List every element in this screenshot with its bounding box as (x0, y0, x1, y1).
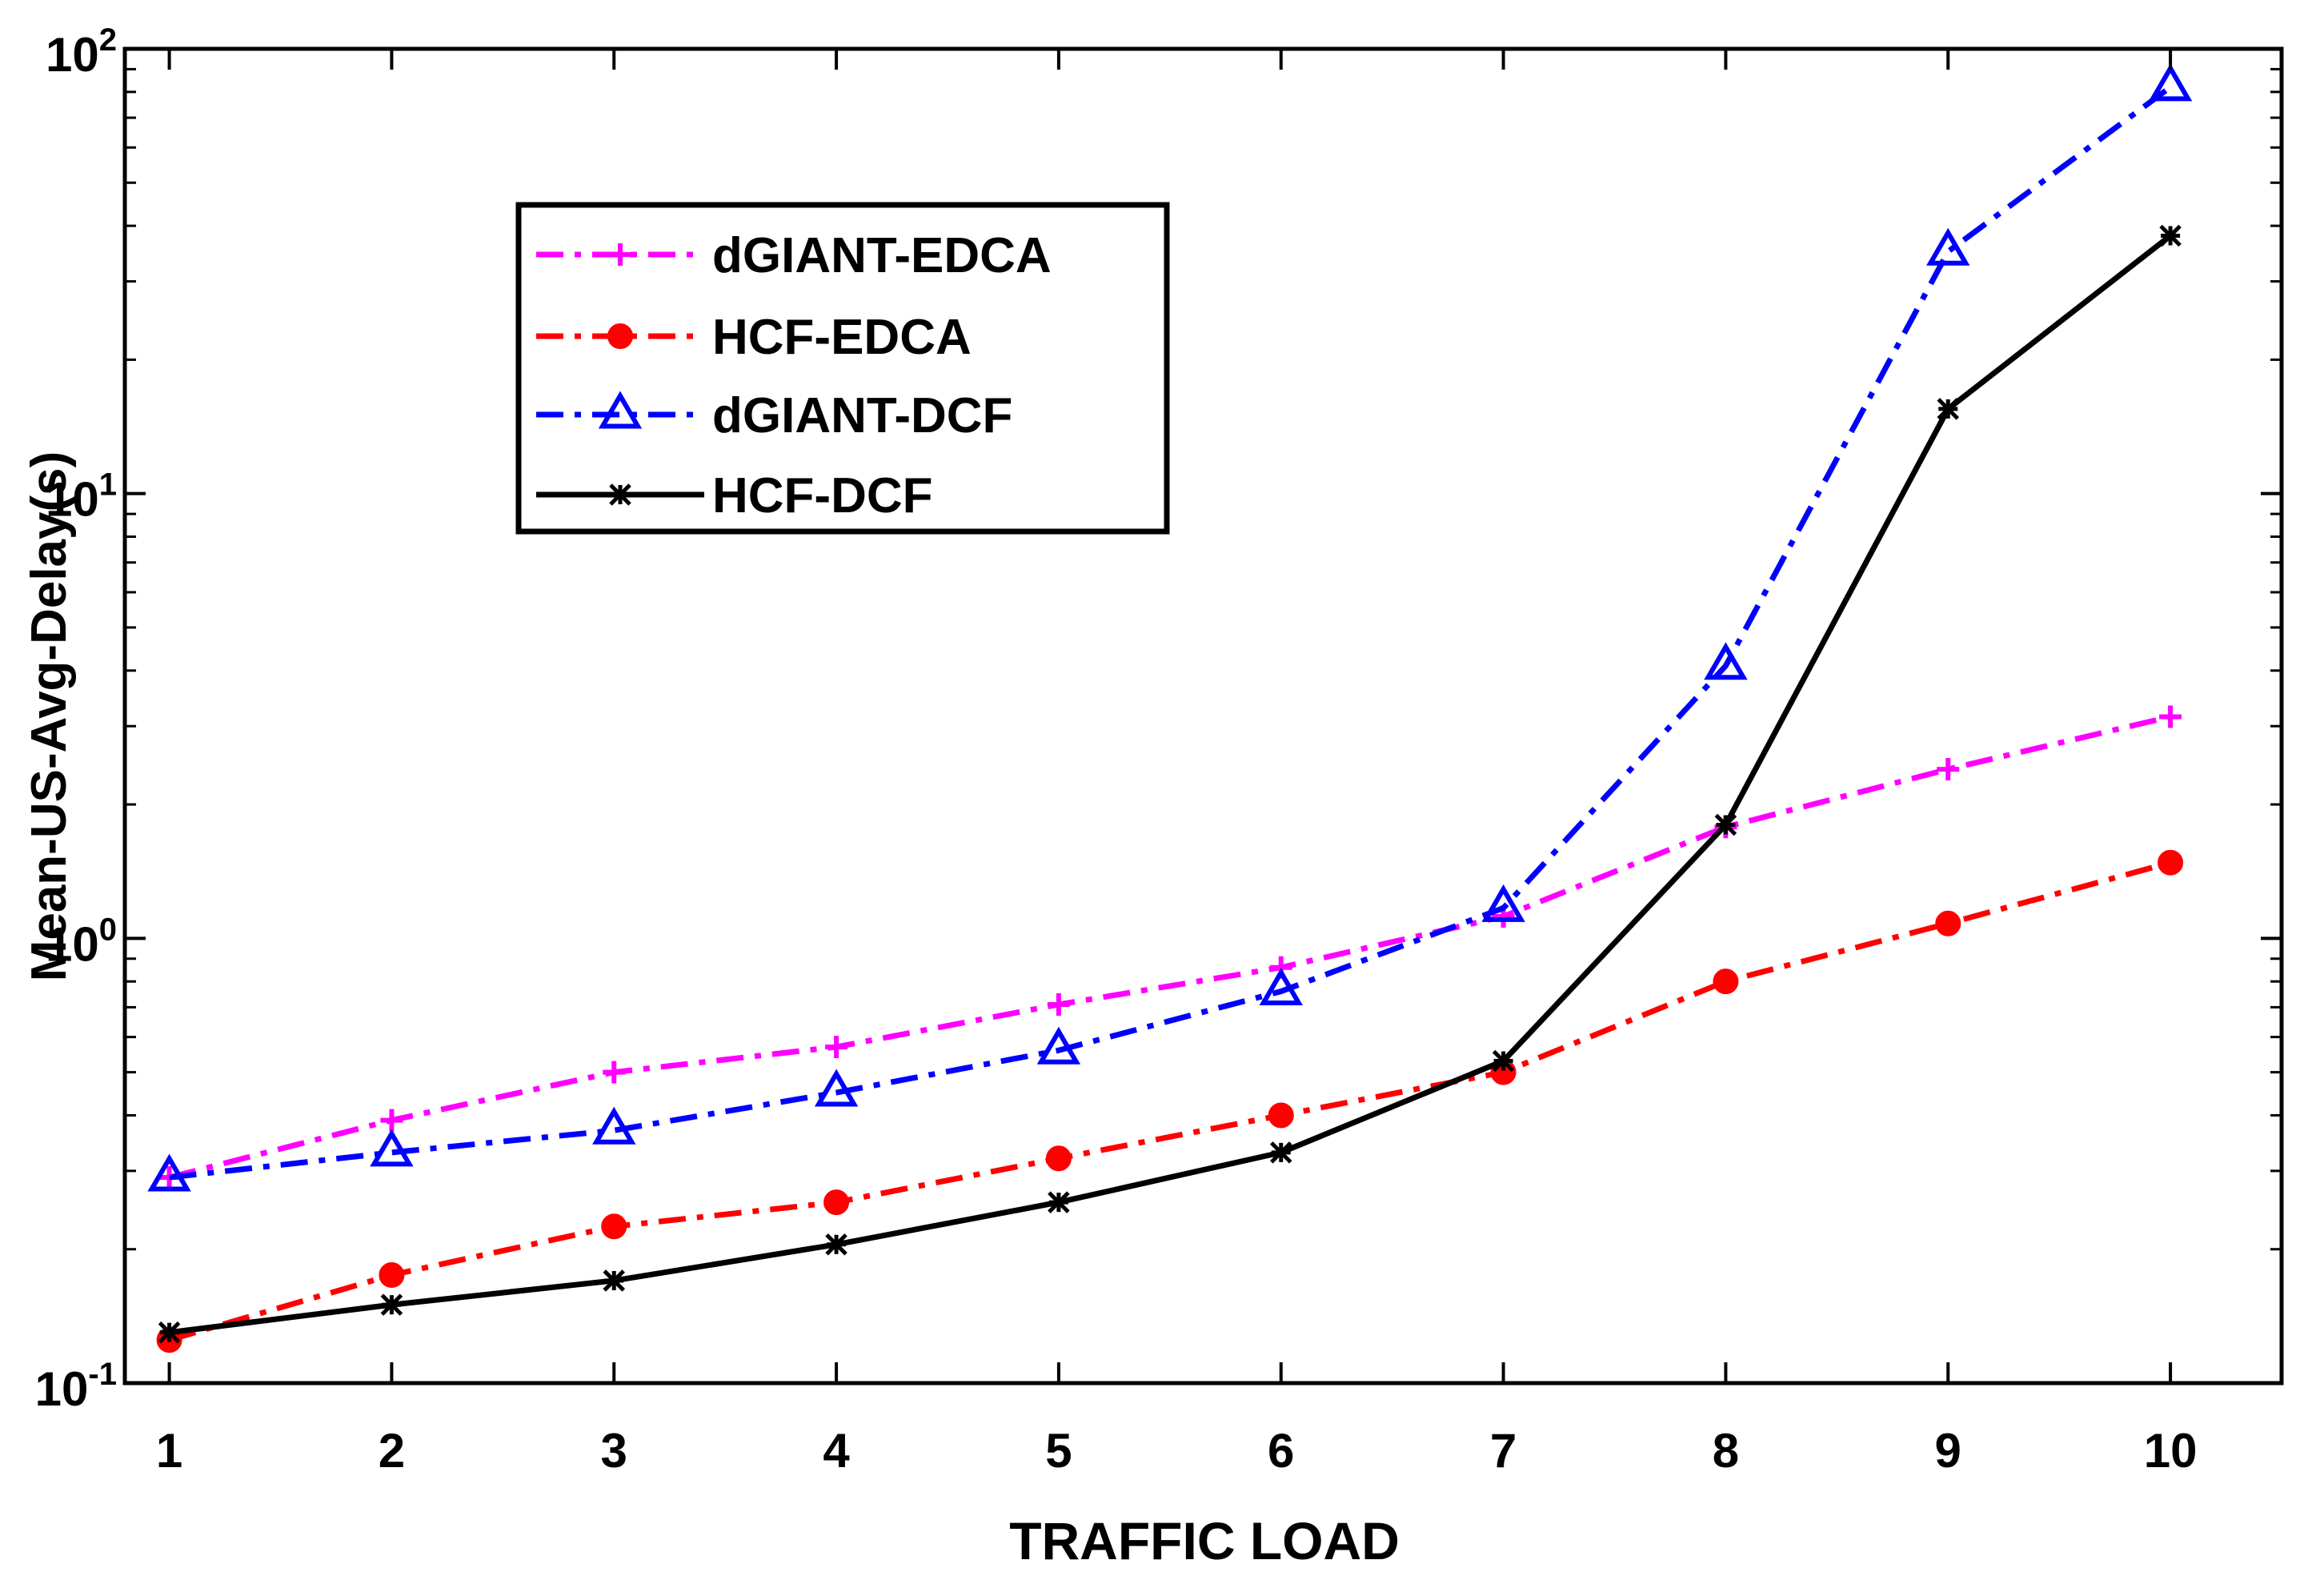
hcf-dcf-marker (603, 1269, 626, 1292)
dgiant-dcf-marker (370, 1129, 414, 1167)
series-hcf-dcf (158, 224, 2182, 1344)
legend-item-dgiant-dcf: dGIANT-DCF (536, 388, 1012, 443)
y-tick-label: 10-1 (35, 1357, 117, 1416)
hcf-edca-marker (379, 1261, 405, 1288)
dgiant-edca-marker (603, 1061, 626, 1084)
hcf-edca-marker (1713, 968, 1739, 995)
legend-dgiant-edca-marker (609, 243, 631, 266)
hcf-dcf-marker (1269, 1141, 1292, 1164)
dgiant-dcf-marker (1704, 642, 1748, 680)
dgiant-dcf-marker (147, 1153, 191, 1192)
hcf-edca-marker (823, 1189, 850, 1216)
dgiant-edca-marker (380, 1109, 403, 1132)
hcf-dcf-marker (158, 1321, 181, 1344)
dgiant-dcf-marker (2148, 63, 2193, 102)
dgiant-edca-marker (1047, 993, 1070, 1016)
y-tick-label: 101 (46, 467, 117, 527)
tick-layer: 1 2 3 4 5 6 7 8 9 10 10-1 100 101 102 (35, 22, 2282, 1478)
dgiant-edca-marker (1937, 758, 1960, 781)
x-tick-label: 9 (1935, 1424, 1961, 1478)
hcf-edca-marker (1935, 910, 1961, 936)
hcf-dcf-marker (825, 1233, 847, 1256)
x-tick-label: 2 (379, 1424, 405, 1478)
hcf-dcf-marker (1048, 1191, 1070, 1213)
dgiant-dcf-marker (1481, 884, 1525, 922)
dgiant-dcf-marker (1926, 227, 1970, 266)
axes-frame (122, 46, 2284, 1386)
hcf-dcf-marker (1492, 1049, 1515, 1073)
x-axis-title: TRAFFIC LOAD (1009, 1511, 1400, 1570)
series-layer (147, 63, 2193, 1353)
legend-hcf-dcf-marker (609, 483, 631, 506)
dgiant-dcf-marker (1259, 968, 1303, 1006)
hcf-edca-marker (601, 1213, 627, 1240)
legend: dGIANT-EDCA HCF-EDCA dGIANT-DCF HCF-DCF (515, 202, 1170, 535)
hcf-edca-marker (1045, 1145, 1072, 1172)
plot-area (125, 49, 2282, 1383)
x-tick-label: 6 (1268, 1424, 1294, 1478)
legend-hcf-edca-marker (607, 323, 633, 349)
series-line-hcf-edca (168, 860, 2172, 1343)
legend-label: HCF-DCF (712, 468, 933, 523)
legend-item-hcf-edca: HCF-EDCA (536, 310, 972, 365)
dgiant-edca-marker (825, 1035, 848, 1058)
legend-dgiant-dcf-marker (598, 391, 643, 429)
legend-box (515, 202, 1170, 535)
x-tick-label: 1 (156, 1424, 182, 1478)
series-line-dgiant-dcf (169, 85, 2173, 1181)
dgiant-edca-marker (2159, 705, 2182, 728)
legend-item-dgiant-edca: dGIANT-EDCA (536, 228, 1052, 283)
y-axis-title: Mean-US-Avg-Delay(s) (22, 451, 77, 982)
legend-label: HCF-EDCA (712, 310, 972, 365)
x-tick-label: 8 (1713, 1424, 1739, 1478)
x-tick-label: 4 (823, 1424, 850, 1478)
legend-item-hcf-dcf: HCF-DCF (536, 468, 933, 523)
dgiant-dcf-marker (814, 1069, 859, 1107)
dgiant-dcf-marker (1036, 1026, 1081, 1065)
legend-label: dGIANT-EDCA (712, 228, 1052, 283)
x-tick-label: 7 (1490, 1424, 1517, 1478)
hcf-dcf-marker (1937, 398, 1960, 420)
hcf-edca-marker (2158, 849, 2184, 876)
hcf-edca-marker (1268, 1102, 1294, 1129)
x-tick-label: 3 (601, 1424, 627, 1478)
series-line-dgiant-edca (168, 714, 2171, 1181)
hcf-dcf-marker (380, 1293, 403, 1316)
hcf-dcf-marker (1714, 813, 1737, 836)
x-tick-label: 5 (1045, 1424, 1072, 1478)
x-tick-label: 10 (2144, 1424, 2198, 1478)
y-tick-label: 102 (46, 22, 117, 82)
y-tick-label: 100 (46, 912, 117, 971)
hcf-dcf-marker (2159, 224, 2182, 247)
dgiant-dcf-marker (592, 1106, 636, 1145)
series-line-hcf-dcf (169, 233, 2173, 1336)
legend-label: dGIANT-DCF (712, 388, 1012, 443)
series-dgiant-dcf (147, 63, 2193, 1192)
